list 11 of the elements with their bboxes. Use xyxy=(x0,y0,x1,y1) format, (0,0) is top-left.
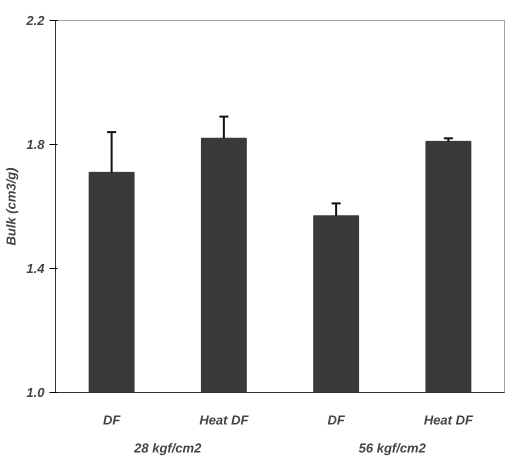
x-tick-label: DF xyxy=(102,412,122,428)
y-tick-label: 2.2 xyxy=(25,13,46,28)
x-tick-label: Heat DF xyxy=(424,412,474,428)
text: 28 kgf/cm2 xyxy=(133,440,202,456)
y-tick-label: 1.4 xyxy=(26,261,46,276)
text: 56 kgf/cm2 xyxy=(358,440,427,456)
y-tick-label: 1.8 xyxy=(26,137,46,152)
y-axis-title: Bulk (cm3/g) xyxy=(3,167,18,246)
x-tick-label: DF xyxy=(327,412,346,428)
x-tick-label: Heat DF xyxy=(199,412,250,428)
y-tick-label: 1.0 xyxy=(26,385,46,400)
